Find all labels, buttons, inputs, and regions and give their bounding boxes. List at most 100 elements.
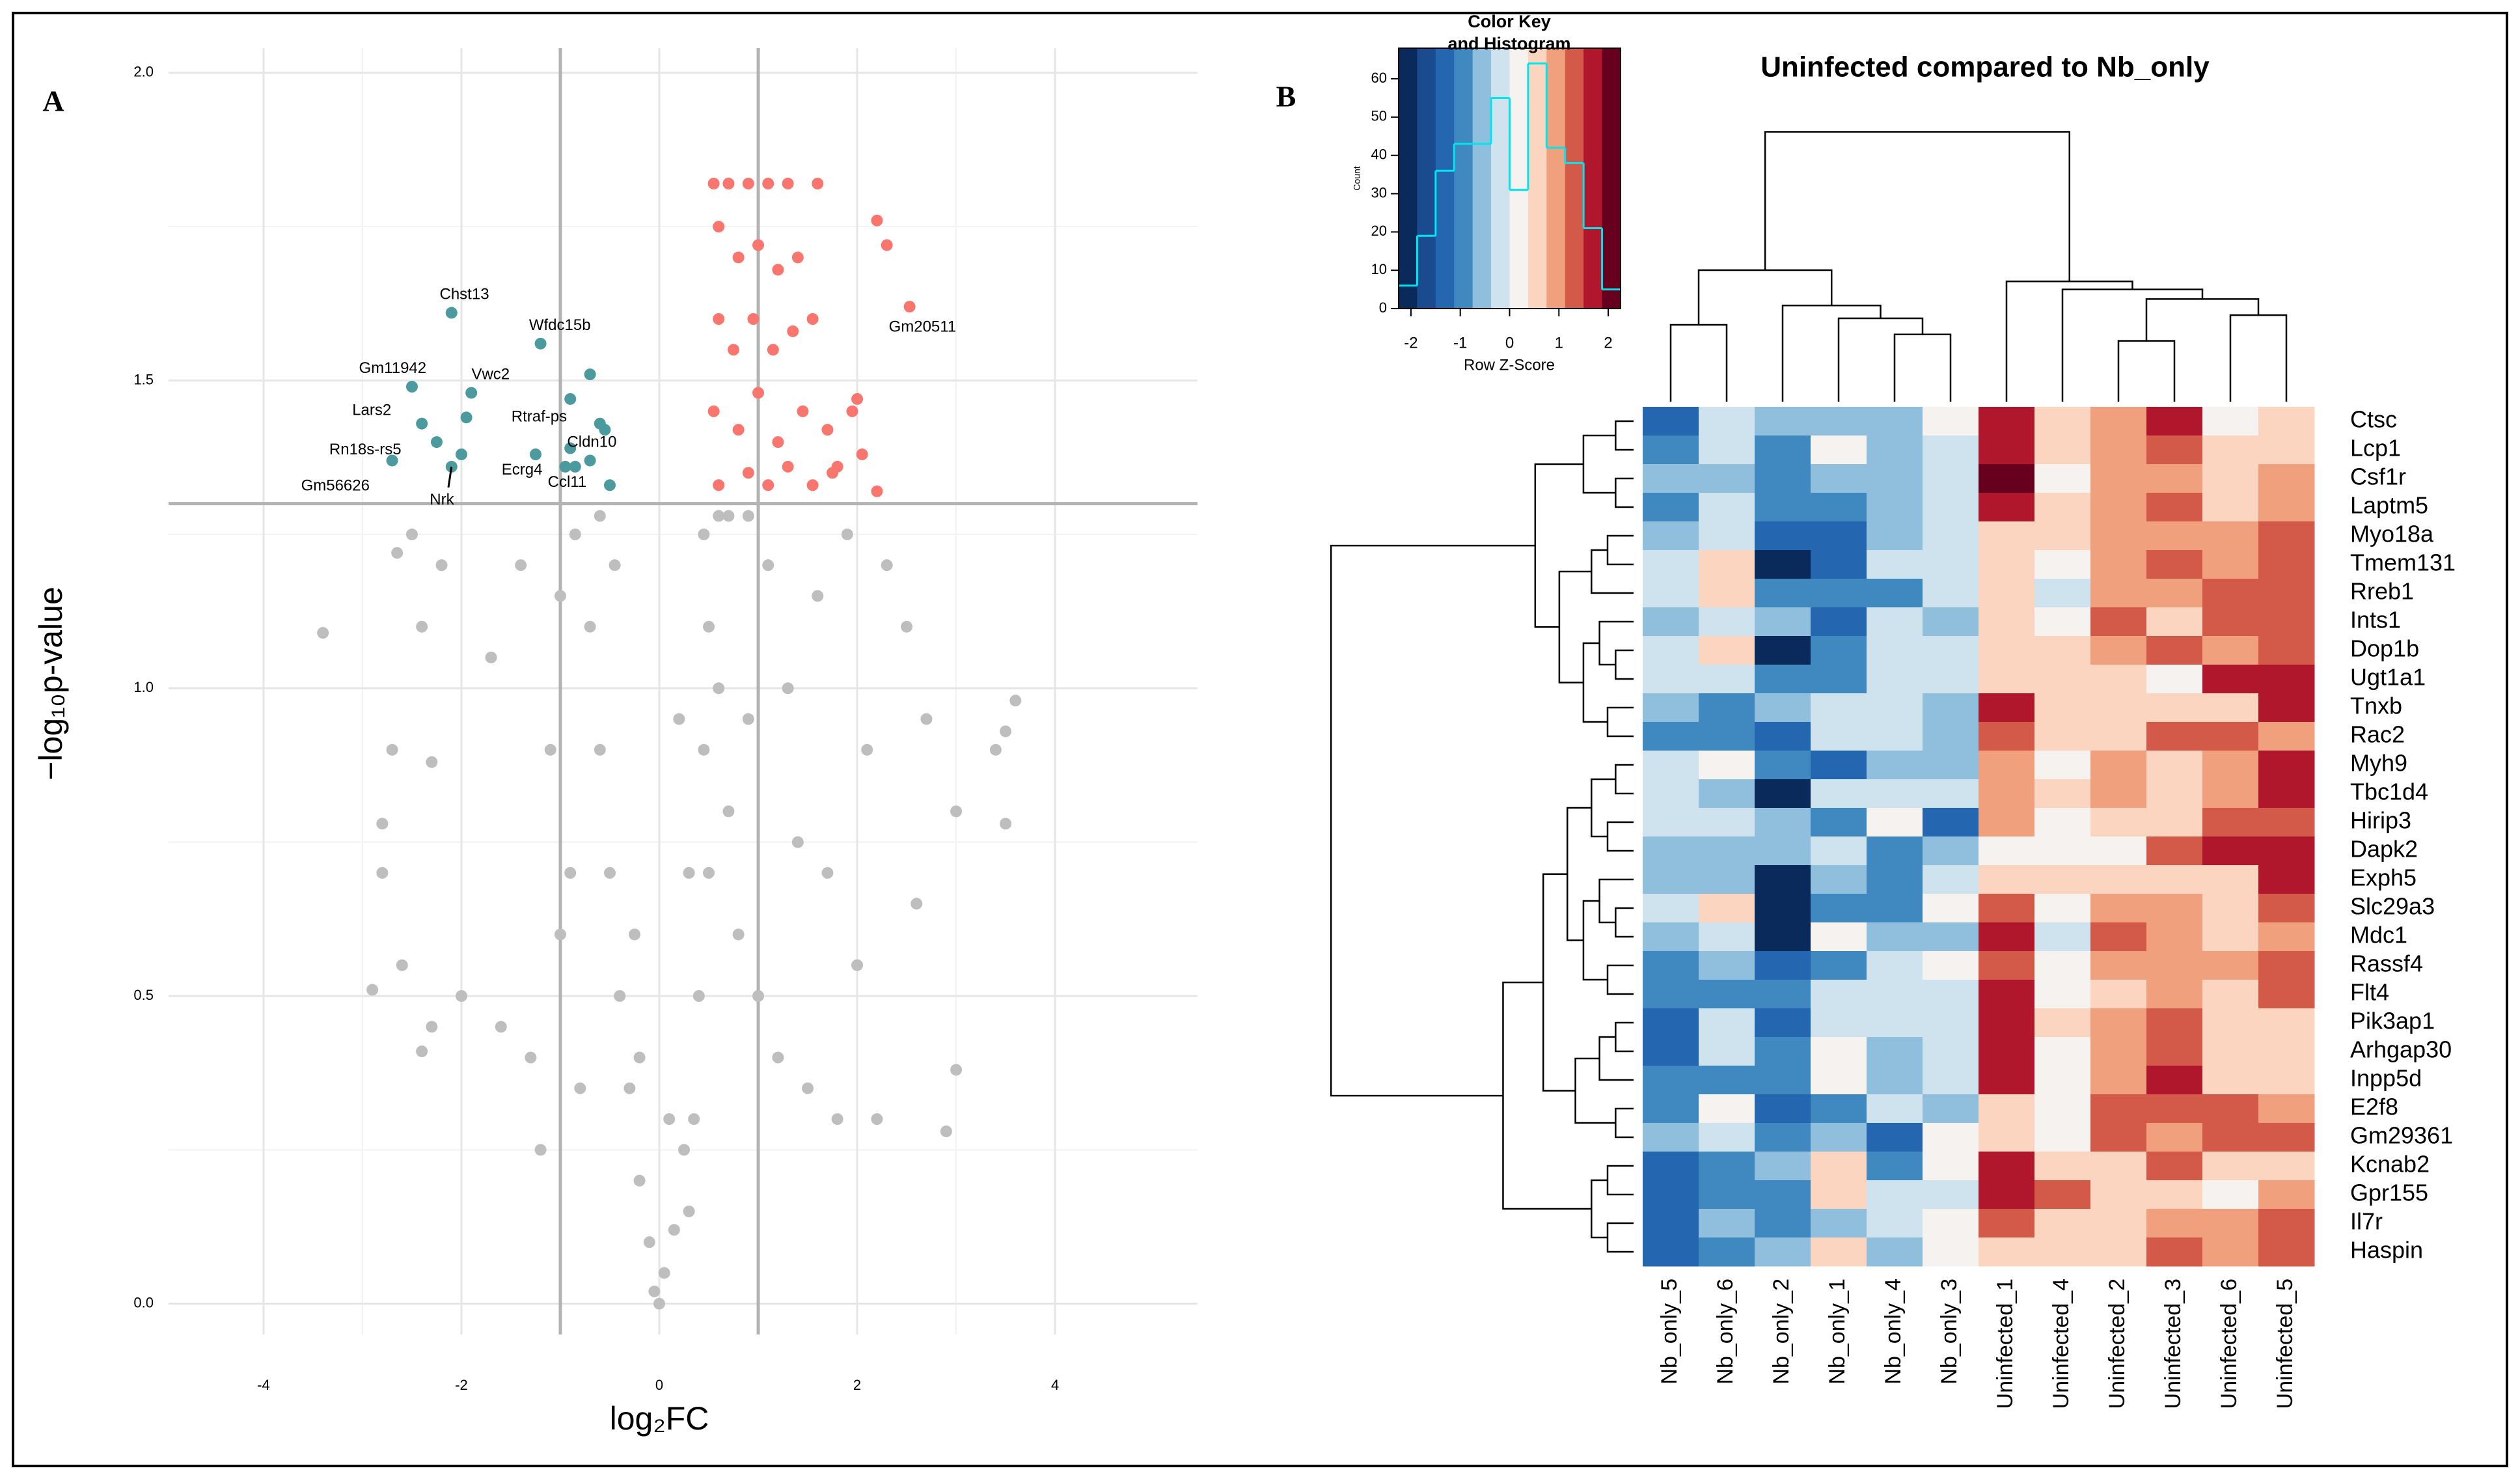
y-axis-title: −log₁₀p-value <box>33 587 69 781</box>
heatmap-cell <box>1811 665 1867 694</box>
heatmap-cell <box>1699 521 1755 551</box>
heatmap-cell <box>2034 493 2091 522</box>
row-label: Hirip3 <box>2350 807 2411 834</box>
heatmap-cell <box>1755 894 1811 923</box>
heatmap-cell <box>1643 1066 1699 1095</box>
row-label: Rreb1 <box>2350 578 2414 605</box>
heatmap-cell <box>1923 493 1979 522</box>
heatmap-cell <box>2090 980 2147 1009</box>
color-key-bin <box>1509 48 1529 309</box>
row-label: Dop1b <box>2350 635 2419 662</box>
point <box>782 178 794 189</box>
heatmap-cell <box>2034 980 2091 1009</box>
heatmap-cell <box>2258 779 2315 809</box>
heatmap-cell <box>1755 808 1811 837</box>
heatmap-cell <box>1867 836 1923 866</box>
heatmap-cell <box>1923 636 1979 665</box>
point <box>386 743 398 756</box>
point-label: Chst13 <box>440 286 489 303</box>
heatmap-cell <box>2258 435 2315 465</box>
point <box>831 1113 843 1126</box>
heatmap-cell <box>1699 1066 1755 1095</box>
point <box>722 178 735 189</box>
heatmap-cell <box>2258 464 2315 493</box>
heatmap-cell <box>1699 836 1755 866</box>
heatmap-cell <box>2258 980 2315 1009</box>
heatmap-cell <box>1699 1237 1755 1267</box>
heatmap-cell <box>1755 751 1811 780</box>
heatmap-cell <box>1867 607 1923 637</box>
point <box>594 417 606 430</box>
heatmap-cell <box>1811 865 1867 894</box>
heatmap-cell <box>2258 1094 2315 1124</box>
point <box>812 178 824 189</box>
point <box>787 325 799 337</box>
heatmap-cell <box>2146 579 2203 608</box>
heatmap-cell <box>2258 865 2315 894</box>
point <box>762 559 774 572</box>
point <box>584 454 596 467</box>
point <box>797 405 809 417</box>
point <box>703 620 715 633</box>
row-label: Gm29361 <box>2350 1122 2453 1149</box>
heatmap-cell <box>1923 980 1979 1009</box>
heatmap-cell <box>2034 894 2091 923</box>
heatmap-cell <box>1811 579 1867 608</box>
point <box>791 251 804 264</box>
point <box>445 307 458 319</box>
heatmap-cell <box>1979 751 2035 780</box>
column-label: Uninfected_6 <box>2217 1279 2241 1409</box>
point <box>426 756 438 768</box>
heatmap-cell <box>1979 779 2035 809</box>
heatmap-cell <box>1755 1123 1811 1152</box>
row-label: Myo18a <box>2350 521 2434 547</box>
heatmap-cell <box>1755 722 1811 751</box>
heatmap-cell <box>2146 1008 2203 1038</box>
point <box>698 528 710 540</box>
heatmap-cell <box>1699 1094 1755 1124</box>
heatmap-cell <box>2258 751 2315 780</box>
heatmap-cell <box>1755 836 1811 866</box>
heatmap-cell <box>2202 1180 2259 1209</box>
heatmap-cell <box>2090 493 2147 522</box>
heatmap-cell <box>2090 922 2147 952</box>
heatmap-cell <box>2258 1180 2315 1209</box>
row-label: Il7r <box>2350 1208 2383 1235</box>
point-label: Rtraf-ps <box>512 408 567 426</box>
heatmap-cell <box>2146 693 2203 723</box>
heatmap-cell <box>2202 579 2259 608</box>
heatmap-cell <box>1811 980 1867 1009</box>
heatmap-cell <box>1755 521 1811 551</box>
heatmap-cell <box>1699 1209 1755 1238</box>
heatmap-cell <box>1699 435 1755 465</box>
heatmap-cell <box>2146 836 2203 866</box>
point <box>861 743 873 756</box>
key-y-title: Count <box>1352 166 1362 190</box>
x-tick-label: 0 <box>655 1377 663 1393</box>
y-tick-label: 0.5 <box>133 987 154 1003</box>
heatmap-cell <box>2034 1180 2091 1209</box>
point <box>911 898 923 910</box>
heatmap-cell <box>1643 951 1699 980</box>
heatmap-cell <box>1979 550 2035 579</box>
point <box>554 590 566 602</box>
heatmap-cell <box>1755 550 1811 579</box>
heatmap-cell <box>2146 1152 2203 1181</box>
heatmap-cell <box>1643 493 1699 522</box>
heatmap-cell <box>2034 1094 2091 1124</box>
heatmap-cell <box>1811 521 1867 551</box>
heatmap-cell <box>1811 1094 1867 1124</box>
heatmap-cell <box>1867 493 1923 522</box>
point <box>455 990 467 1002</box>
point <box>827 467 839 479</box>
heatmap-cell <box>2202 521 2259 551</box>
point <box>683 1205 695 1217</box>
point <box>692 990 705 1002</box>
heatmap-cell <box>1979 1037 2035 1066</box>
heatmap-cell <box>1867 464 1923 493</box>
heatmap-cell <box>2034 722 2091 751</box>
point <box>871 485 883 497</box>
heatmap-cell <box>1923 751 1979 780</box>
heatmap-cell <box>2090 407 2147 436</box>
heatmap-cell <box>1811 808 1867 837</box>
